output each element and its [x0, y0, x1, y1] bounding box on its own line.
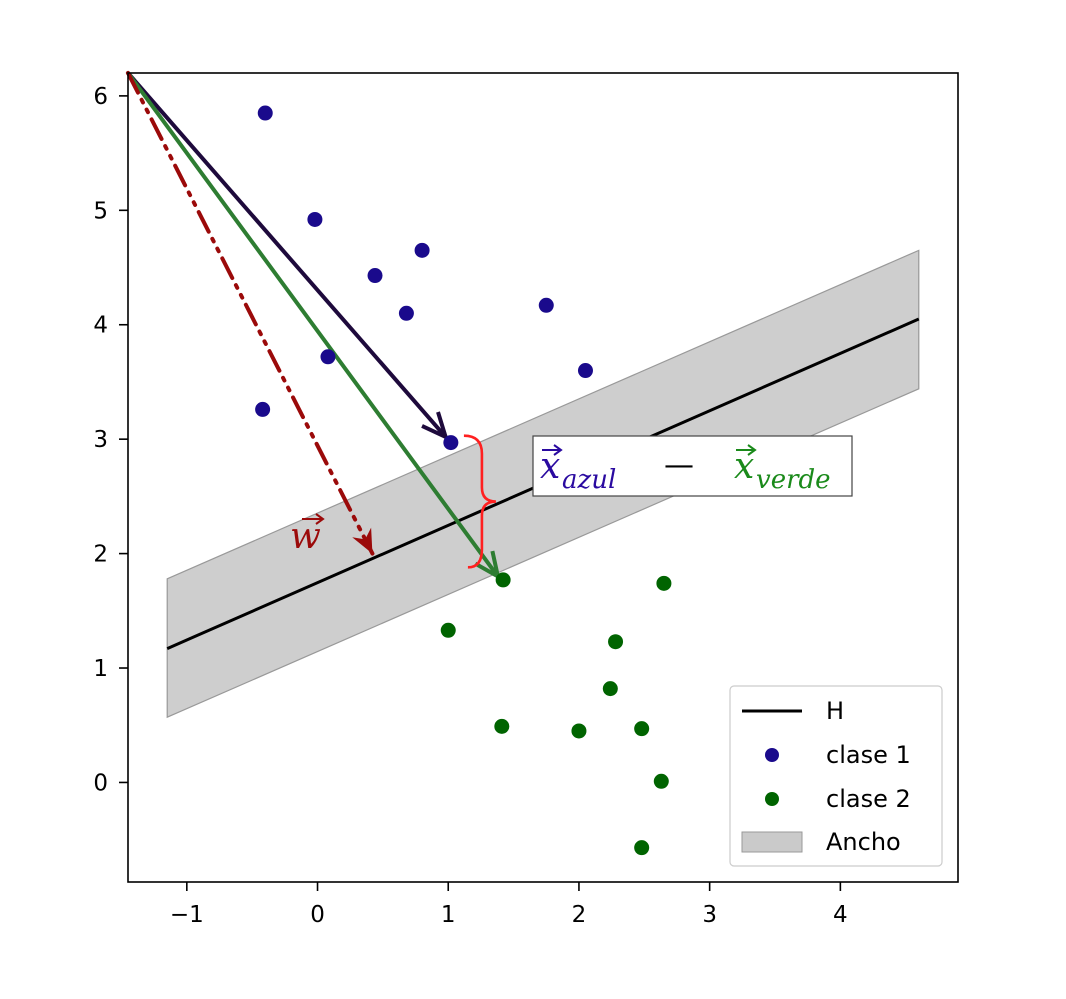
- point-clase2-8: [653, 773, 669, 789]
- annotation-box: [532, 435, 853, 497]
- point-clase1-7: [577, 363, 593, 379]
- brace-path: [463, 434, 496, 569]
- x-tick-label-1: 0: [310, 902, 325, 928]
- point-clase2-0: [495, 572, 511, 588]
- x-tick-label-0: −1: [170, 902, 204, 928]
- legend-band-swatch: [741, 831, 803, 853]
- point-clase2-5: [494, 718, 510, 734]
- axes-frame: [127, 72, 959, 883]
- arrow-azul-head: [421, 411, 449, 441]
- point-clase1-1: [307, 211, 323, 227]
- y-tick-label-4: 4: [93, 313, 108, 339]
- point-clase1-4: [398, 305, 414, 321]
- legend-band-label: Ancho: [826, 828, 901, 856]
- arrow-verde-shaft: [126, 71, 500, 579]
- difference-annotation: x azul — x verde: [532, 435, 853, 497]
- vector-arrows: [126, 71, 501, 581]
- legend-h-label: H: [826, 697, 844, 725]
- arrow-w-shaft: [126, 71, 375, 556]
- point-clase1-5: [538, 297, 554, 313]
- y-tick-label-1: 1: [93, 656, 108, 682]
- arrow-azul-shaft: [126, 71, 448, 439]
- legend-clase1-label: clase 1: [826, 741, 911, 769]
- x-azul-symbol: x: [540, 446, 560, 487]
- point-clase1-0: [257, 105, 273, 121]
- point-clase2-2: [440, 622, 456, 638]
- y-tick-label-5: 5: [93, 198, 108, 224]
- point-clase1-3: [367, 268, 383, 284]
- w-arrow-accent: [302, 513, 325, 525]
- w-symbol: w: [290, 516, 321, 557]
- x-azul-arrow-accent: [542, 444, 563, 456]
- scatter-points: [255, 105, 672, 856]
- x-verde-arrow-accent: [736, 444, 757, 456]
- w-vector-label: w: [290, 513, 325, 557]
- minus-sign: —: [664, 448, 694, 483]
- legend-clase1-swatch: [765, 748, 779, 762]
- x-verde-symbol: x: [734, 446, 754, 487]
- point-clase2-9: [634, 840, 650, 856]
- y-axis: 0 1 2 3 4 5 6: [93, 84, 128, 796]
- y-tick-label-2: 2: [93, 542, 108, 568]
- legend-box: [729, 685, 943, 867]
- x-tick-label-3: 2: [572, 902, 587, 928]
- y-tick-label-0: 0: [93, 770, 108, 796]
- point-clase2-7: [634, 721, 650, 737]
- x-azul-subscript: azul: [562, 465, 616, 495]
- point-clase1-6: [320, 349, 336, 365]
- y-tick-label-6: 6: [93, 84, 108, 110]
- point-clase2-4: [602, 681, 618, 697]
- legend: H clase 1 clase 2 Ancho: [729, 685, 943, 867]
- x-tick-label-2: 1: [441, 902, 456, 928]
- x-verde-subscript: verde: [756, 465, 831, 495]
- x-axis: −1 0 1 2 3 4: [170, 882, 848, 928]
- point-clase1-8: [255, 401, 271, 417]
- legend-clase2-swatch: [765, 792, 779, 806]
- point-clase2-1: [656, 575, 672, 591]
- point-clase1-9: [443, 435, 459, 451]
- point-clase1-2: [414, 242, 430, 258]
- point-clase2-3: [608, 634, 624, 650]
- point-clase2-6: [571, 723, 587, 739]
- x-tick-label-4: 3: [702, 902, 717, 928]
- y-tick-label-3: 3: [93, 427, 108, 453]
- legend-clase2-label: clase 2: [826, 785, 911, 813]
- x-tick-label-5: 4: [833, 902, 848, 928]
- arrow-w-head: [352, 527, 373, 554]
- margin-brace: [463, 434, 496, 569]
